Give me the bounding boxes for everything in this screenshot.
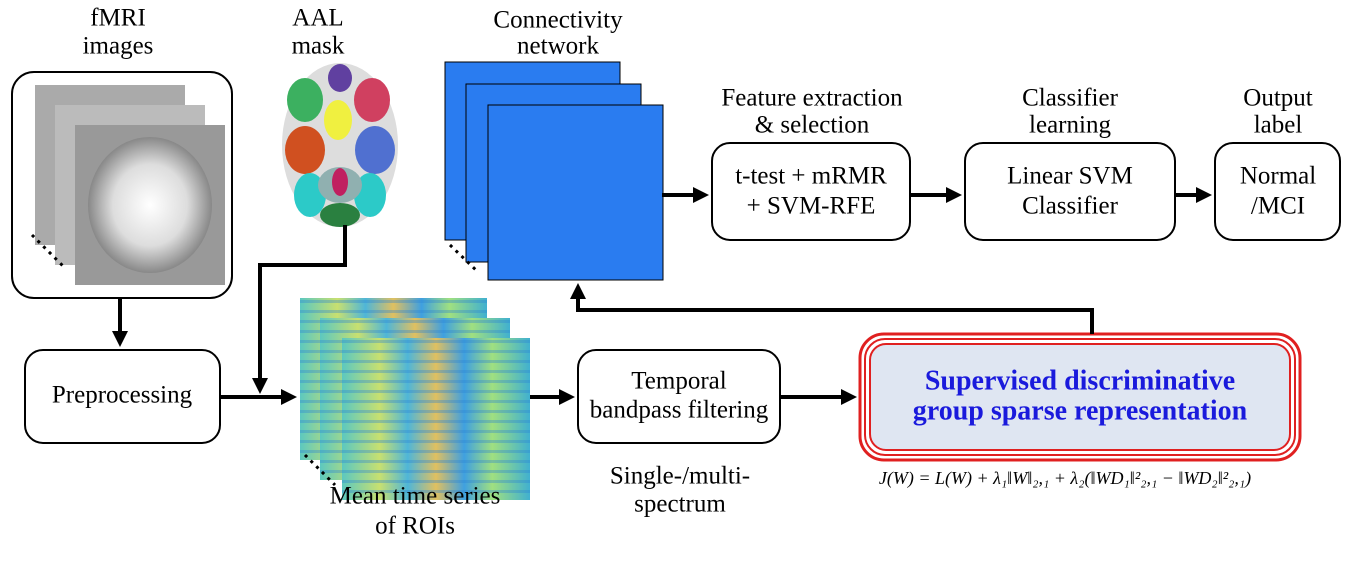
label: learning <box>1029 112 1111 139</box>
label: AAL <box>292 5 343 32</box>
label: images <box>83 33 154 60</box>
formula: J(W) = L(W) + λ₁‖W‖₂,₁ + λ₂(‖WD₁‖²₂,₁ − … <box>879 468 1251 489</box>
label: Feature extraction <box>721 85 903 112</box>
label: fMRI <box>90 5 146 32</box>
box-text: + SVM-RFE <box>747 193 876 220</box>
label: Connectivity <box>493 7 623 34</box>
box-text: t-test + mRMR <box>735 163 887 190</box>
output-box <box>1215 143 1340 240</box>
label: Output <box>1243 85 1313 112</box>
box-text: Linear SVM <box>1007 163 1133 190</box>
connectivity-matrix <box>488 105 663 280</box>
label: Single-/multi- <box>610 463 750 490</box>
box-text: Classifier <box>1022 193 1118 220</box>
label: mask <box>292 33 345 60</box>
box-text: Normal <box>1240 163 1316 190</box>
label: label <box>1254 112 1303 139</box>
fmri-brain <box>88 137 212 273</box>
box-text: Supervised discriminative <box>925 365 1235 396</box>
feature-box <box>712 143 910 240</box>
label: Classifier <box>1022 85 1118 112</box>
pipeline-diagram: fMRIimages AALmask Connectivitynetwork Feat… <box>0 0 1350 563</box>
box-text: group sparse representation <box>913 395 1248 426</box>
label: Mean time series <box>330 483 501 510</box>
label: of ROIs <box>375 513 455 540</box>
box-text: Temporal <box>631 368 726 395</box>
label: & selection <box>755 112 870 139</box>
box-text: Preprocessing <box>52 382 193 409</box>
box-text: /MCI <box>1251 193 1305 220</box>
label: spectrum <box>634 491 726 518</box>
label: network <box>517 33 599 60</box>
svm-box <box>965 143 1175 240</box>
aal-mask <box>282 63 398 227</box>
box-text: bandpass filtering <box>590 397 769 424</box>
timeseries-heatmaps <box>300 298 530 500</box>
